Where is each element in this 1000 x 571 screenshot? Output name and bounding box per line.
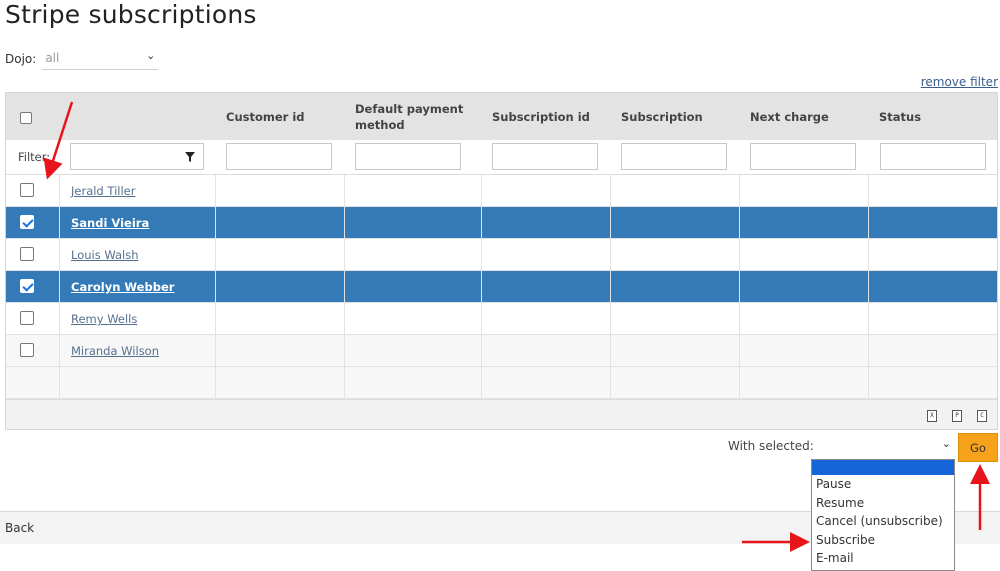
funnel-icon [184,151,195,162]
dropdown-option-blank[interactable] [812,460,954,475]
column-header-status[interactable]: Status [879,109,922,124]
name-filter-input[interactable] [70,143,177,170]
column-header-customer-id[interactable]: Customer id [226,109,305,124]
member-name-link[interactable]: Sandi Vieira [71,216,150,230]
row-checkbox[interactable] [20,311,34,325]
row-checkbox[interactable] [20,215,34,229]
table-row[interactable]: Jerald Tiller [6,175,997,207]
filter-button[interactable] [176,143,204,170]
dojo-select-value: all [45,51,60,65]
column-header-default-payment-method[interactable]: Default payment method [355,101,464,132]
table-row-empty [6,367,997,399]
subscription-id-filter-input[interactable] [492,143,598,170]
chevron-down-icon: ⌄ [146,49,156,62]
dojo-filter: Dojo: all ⌄ [5,48,159,70]
member-name-link[interactable]: Louis Walsh [71,248,139,262]
column-header-subscription-id[interactable]: Subscription id [492,109,590,124]
table-row[interactable]: Louis Walsh [6,239,997,271]
grid-footer: X P C [6,399,997,429]
payment-method-filter-input[interactable] [355,143,461,170]
subscriptions-grid: Customer id Default payment method Subsc… [5,92,998,430]
row-checkbox[interactable] [20,343,34,357]
chevron-down-icon: ⌄ [941,437,951,450]
table-row[interactable]: Carolyn Webber [6,271,997,303]
page-title: Stripe subscriptions [5,0,257,29]
dropdown-option-cancel[interactable]: Cancel (unsubscribe) [816,514,943,528]
with-selected-select[interactable]: ⌄ [812,435,954,457]
filter-label: Filter: [18,150,51,164]
table-row[interactable]: Remy Wells [6,303,997,335]
filter-row: Filter: [6,140,997,175]
column-header-subscription[interactable]: Subscription [621,109,703,124]
status-filter-input[interactable] [880,143,986,170]
row-checkbox[interactable] [20,279,34,293]
pdf-export-icon[interactable]: P [952,410,962,422]
with-selected-dropdown: Pause Resume Cancel (unsubscribe) Subscr… [811,459,955,571]
with-selected-label: With selected: [728,439,814,453]
csv-export-icon[interactable]: C [977,410,987,422]
go-button[interactable]: Go [958,433,998,462]
member-name-link[interactable]: Jerald Tiller [71,184,136,198]
table-row[interactable]: Miranda Wilson [6,335,997,367]
grid-header: Customer id Default payment method Subsc… [6,93,997,140]
member-name-link[interactable]: Remy Wells [71,312,138,326]
row-checkbox[interactable] [20,247,34,261]
customer-id-filter-input[interactable] [226,143,332,170]
member-name-link[interactable]: Miranda Wilson [71,344,160,358]
column-header-next-charge[interactable]: Next charge [750,109,829,124]
remove-filter-link[interactable]: remove filter [920,75,998,89]
dropdown-option-pause[interactable]: Pause [816,477,852,491]
subscription-filter-input[interactable] [621,143,727,170]
dropdown-option-resume[interactable]: Resume [816,495,865,510]
dropdown-option-subscribe[interactable]: Subscribe [816,532,875,547]
dropdown-option-email[interactable]: E-mail [816,551,854,565]
member-name-link[interactable]: Carolyn Webber [71,280,175,294]
row-checkbox[interactable] [20,183,34,197]
next-charge-filter-input[interactable] [750,143,856,170]
table-row[interactable]: Sandi Vieira [6,207,997,239]
excel-export-icon[interactable]: X [927,410,937,422]
select-all-checkbox[interactable] [20,112,32,124]
back-button[interactable]: Back [5,521,35,535]
dojo-select[interactable]: all ⌄ [42,48,159,70]
dojo-label: Dojo: [5,52,37,66]
